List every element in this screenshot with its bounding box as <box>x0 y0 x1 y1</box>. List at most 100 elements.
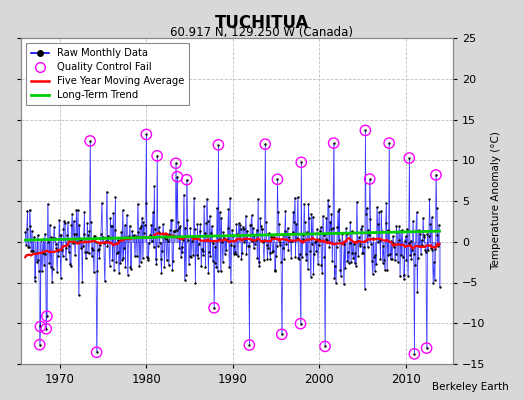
Point <box>423 230 432 237</box>
Point <box>80 208 89 215</box>
Point <box>426 221 434 227</box>
Point <box>202 220 210 226</box>
Point <box>116 260 125 266</box>
Point <box>222 246 231 253</box>
Point <box>126 264 135 270</box>
Point <box>147 233 155 239</box>
Point <box>101 278 109 284</box>
Point <box>420 232 429 238</box>
Point <box>172 227 181 233</box>
Point <box>369 234 377 241</box>
Point <box>278 331 286 338</box>
Point <box>136 225 144 232</box>
Point <box>23 208 31 214</box>
Point <box>124 271 132 278</box>
Point <box>309 271 318 278</box>
Point <box>330 140 338 146</box>
Point <box>114 249 123 255</box>
Point <box>34 257 42 264</box>
Point <box>345 260 353 266</box>
Point <box>270 268 279 274</box>
Point <box>98 235 106 241</box>
Point <box>298 254 306 260</box>
Point <box>68 211 77 217</box>
Point <box>397 228 405 234</box>
Point <box>219 258 227 265</box>
Point <box>395 223 403 230</box>
Point <box>173 174 181 180</box>
Point <box>293 235 301 241</box>
Point <box>105 239 113 246</box>
Point <box>355 241 364 247</box>
Point <box>326 226 335 232</box>
Point <box>261 141 269 147</box>
Point <box>376 237 384 243</box>
Point <box>289 209 298 215</box>
Point <box>307 274 315 280</box>
Point <box>248 238 256 244</box>
Point <box>174 219 182 226</box>
Point <box>49 266 57 272</box>
Point <box>416 231 424 237</box>
Point <box>220 234 228 241</box>
Point <box>102 237 110 244</box>
Point <box>324 203 333 209</box>
Point <box>427 245 435 252</box>
Point <box>94 247 102 254</box>
Point <box>90 268 98 275</box>
Point <box>280 256 288 262</box>
Point <box>205 248 213 255</box>
Point <box>34 232 42 238</box>
Point <box>61 256 70 262</box>
Point <box>295 256 303 262</box>
Point <box>321 343 329 350</box>
Point <box>352 263 360 269</box>
Point <box>45 260 53 266</box>
Point <box>42 326 50 332</box>
Point <box>301 250 310 257</box>
Point <box>245 243 253 249</box>
Point <box>381 220 390 226</box>
Point <box>135 263 144 269</box>
Point <box>405 155 413 161</box>
Point <box>271 267 279 274</box>
Point <box>408 246 417 253</box>
Point <box>378 228 386 234</box>
Point <box>341 265 350 272</box>
Point <box>84 232 92 238</box>
Point <box>250 232 259 238</box>
Point <box>67 263 75 269</box>
Point <box>225 264 233 270</box>
Point <box>343 231 351 238</box>
Point <box>267 234 276 240</box>
Point <box>155 229 163 235</box>
Point <box>57 274 65 281</box>
Point <box>224 206 233 213</box>
Point <box>103 188 111 195</box>
Point <box>307 211 315 217</box>
Point <box>350 241 358 247</box>
Point <box>253 226 261 233</box>
Point <box>433 232 442 238</box>
Point <box>328 258 336 265</box>
Point <box>358 249 367 256</box>
Point <box>405 155 413 161</box>
Point <box>322 214 331 221</box>
Point <box>47 234 56 241</box>
Point <box>121 222 129 228</box>
Point <box>181 224 190 231</box>
Point <box>40 231 49 237</box>
Point <box>283 224 292 231</box>
Point <box>362 211 370 217</box>
Point <box>171 228 179 234</box>
Point <box>234 253 242 259</box>
Point <box>35 267 43 274</box>
Point <box>50 224 58 230</box>
Point <box>182 176 191 183</box>
Point <box>297 159 305 166</box>
Point <box>377 208 386 214</box>
Point <box>232 221 241 228</box>
Point <box>127 266 135 272</box>
Point <box>299 232 308 238</box>
Point <box>105 262 114 269</box>
